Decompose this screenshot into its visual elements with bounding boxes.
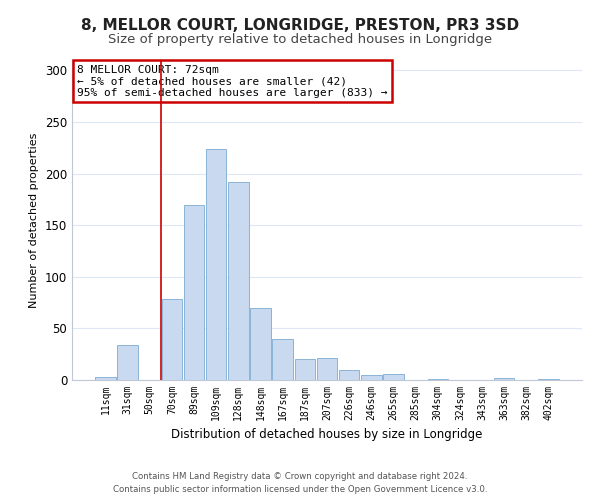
Bar bbox=[118, 345, 138, 380]
Bar bbox=[538, 379, 559, 380]
Bar bbox=[228, 182, 248, 380]
Bar bbox=[161, 300, 182, 380]
Text: 8, MELLOR COURT, LONGRIDGE, PRESTON, PR3 3SD: 8, MELLOR COURT, LONGRIDGE, PRESTON, PR3… bbox=[81, 18, 519, 32]
Bar bbox=[494, 378, 514, 380]
Bar bbox=[317, 358, 337, 380]
Bar bbox=[339, 370, 359, 380]
Text: Contains HM Land Registry data © Crown copyright and database right 2024.
Contai: Contains HM Land Registry data © Crown c… bbox=[113, 472, 487, 494]
Bar bbox=[250, 308, 271, 380]
Y-axis label: Number of detached properties: Number of detached properties bbox=[29, 132, 40, 308]
Text: 8 MELLOR COURT: 72sqm
← 5% of detached houses are smaller (42)
95% of semi-detac: 8 MELLOR COURT: 72sqm ← 5% of detached h… bbox=[77, 65, 388, 98]
X-axis label: Distribution of detached houses by size in Longridge: Distribution of detached houses by size … bbox=[172, 428, 482, 442]
Bar bbox=[95, 377, 116, 380]
Bar bbox=[206, 149, 226, 380]
Bar bbox=[184, 204, 204, 380]
Bar bbox=[428, 379, 448, 380]
Bar bbox=[295, 360, 315, 380]
Bar bbox=[361, 375, 382, 380]
Bar bbox=[272, 338, 293, 380]
Bar bbox=[383, 374, 404, 380]
Text: Size of property relative to detached houses in Longridge: Size of property relative to detached ho… bbox=[108, 32, 492, 46]
